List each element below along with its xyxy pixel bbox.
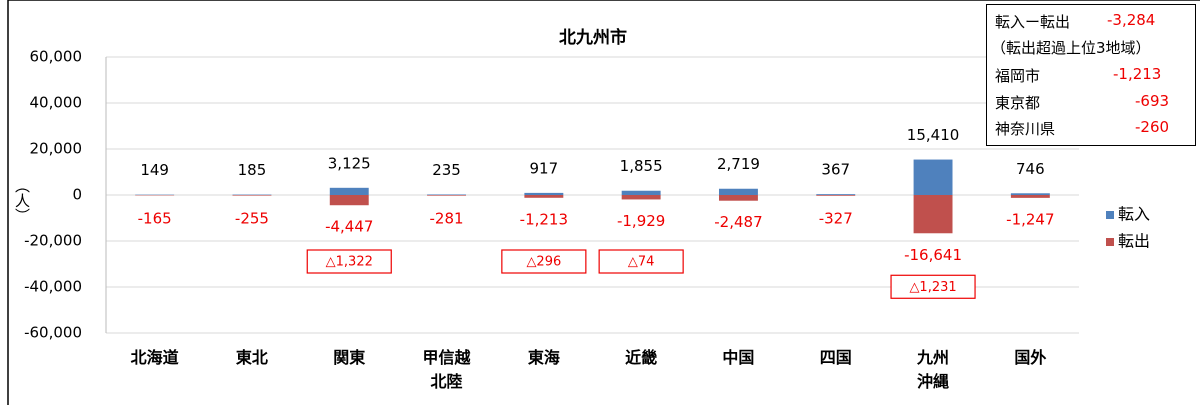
info-row-label: 福岡市: [995, 67, 1041, 85]
frame: [7, 0, 1200, 405]
net-label: △1,231: [909, 280, 956, 295]
legend-label: 転入: [1118, 205, 1150, 224]
bar: [1010, 193, 1050, 195]
value-label: 746: [1016, 160, 1045, 178]
y-tick-label: -60,000: [24, 324, 82, 342]
bar: [1010, 195, 1050, 198]
value-label: -255: [235, 210, 269, 228]
x-tick-label: 甲信越 北陸: [422, 348, 471, 391]
info-subtitle: （転出超過上位3地域）: [991, 39, 1151, 57]
bar: [232, 195, 272, 196]
value-label: 235: [432, 161, 461, 179]
info-title: 転入ー転出: [995, 13, 1071, 31]
info-title-value: -3,284: [1107, 11, 1156, 29]
chart-title: 北九州市: [559, 27, 627, 48]
x-tick-label: 関東: [333, 348, 366, 367]
y-tick-label: 0: [72, 186, 82, 204]
bar: [913, 159, 953, 195]
bar: [621, 190, 661, 195]
bar: [524, 195, 564, 198]
x-tick-label: 近畿: [625, 348, 658, 367]
info-row-value: -693: [1135, 92, 1170, 110]
x-tick-label: 中国: [722, 348, 755, 367]
value-label: -4,447: [325, 218, 373, 236]
x-tick-label: 北海道: [130, 348, 179, 367]
bar: [427, 194, 467, 195]
info-row-label: 東京都: [995, 94, 1041, 112]
value-label: -2,487: [714, 213, 762, 231]
net-box: [501, 249, 587, 274]
value-label: -281: [430, 210, 464, 228]
bar: [427, 195, 467, 196]
legend-swatch: [1106, 238, 1114, 246]
net-box: [306, 249, 392, 274]
bar: [913, 195, 953, 234]
x-tick-label: 九州 沖縄: [917, 348, 950, 391]
info-row-value: -1,213: [1113, 65, 1162, 83]
x-tick-label: 四国: [819, 348, 852, 367]
value-label: -327: [819, 210, 853, 228]
bar: [329, 195, 369, 206]
value-label: 917: [530, 159, 559, 177]
net-label: △1,322: [326, 255, 373, 270]
y-tick-label: 60,000: [30, 48, 83, 66]
y-tick-label: -20,000: [24, 232, 82, 250]
net-box: [890, 274, 976, 299]
value-label: 2,719: [717, 155, 760, 173]
y-tick-label: 40,000: [30, 94, 83, 112]
bar: [718, 188, 758, 195]
info-box: 転入ー転出 -3,284 （転出超過上位3地域） 福岡市 -1,213 東京都 …: [986, 4, 1196, 146]
net-label: △296: [526, 255, 561, 270]
legend-swatch: [1106, 211, 1114, 219]
bar: [718, 195, 758, 201]
value-label: -1,247: [1006, 210, 1054, 228]
value-label: 149: [140, 161, 169, 179]
value-label: -1,929: [617, 212, 665, 230]
value-label: 367: [821, 161, 850, 179]
value-label: -1,213: [520, 210, 568, 228]
bar: [621, 195, 661, 200]
x-tick-label: 国外: [1014, 348, 1047, 367]
y-tick-label: -40,000: [24, 278, 82, 296]
value-label: -16,641: [904, 246, 962, 264]
value-label: 1,855: [620, 157, 663, 175]
legend-label: 転出: [1118, 232, 1150, 251]
net-label: △74: [628, 255, 655, 270]
x-tick-label: 東北: [235, 348, 268, 367]
value-label: 3,125: [328, 154, 371, 172]
bar: [816, 194, 856, 195]
value-label: -165: [138, 210, 172, 228]
bar: [816, 195, 856, 196]
value-label: 185: [238, 161, 267, 179]
value-label: 15,410: [907, 126, 960, 144]
info-row-label: 神奈川県: [995, 120, 1056, 138]
bar: [329, 187, 369, 195]
x-tick-label: 東海: [527, 348, 560, 367]
y-axis-label: （人）: [13, 178, 31, 223]
net-box: [598, 249, 684, 274]
info-row-value: -260: [1135, 118, 1170, 136]
bar: [524, 192, 564, 195]
y-tick-label: 20,000: [30, 140, 83, 158]
